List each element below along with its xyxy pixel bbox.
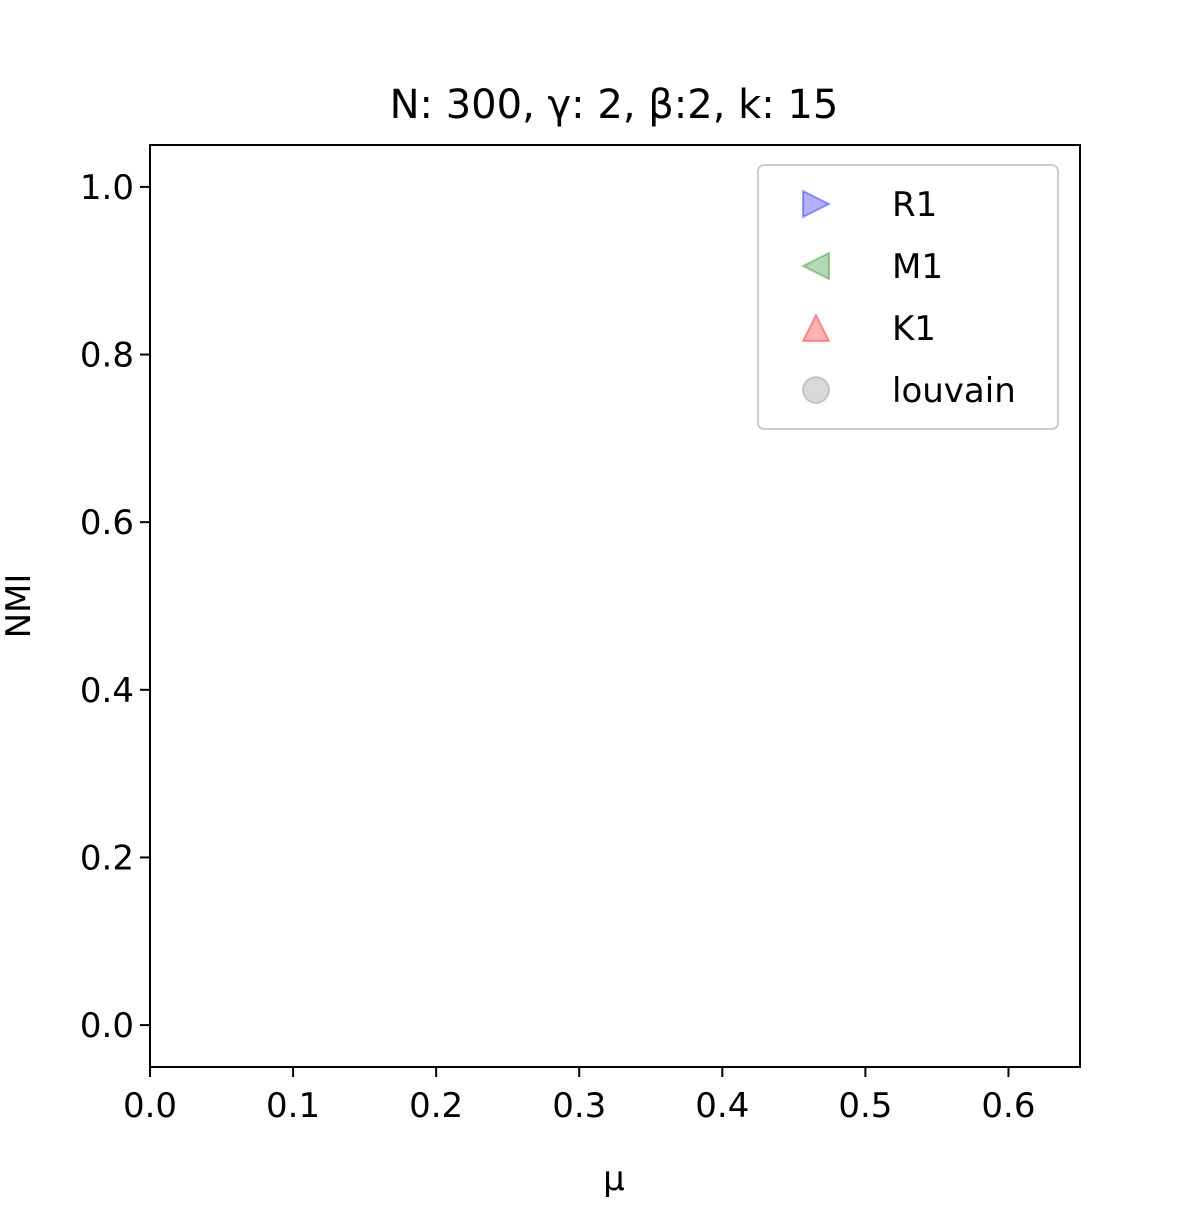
- y-tick-label: 0.8: [80, 336, 134, 376]
- legend-label-M1: M1: [892, 247, 943, 287]
- x-tick-label: 0.2: [409, 1086, 463, 1126]
- axis-ticks: 0.0 0.1 0.2 0.3 0.4 0.5 0.6 0.0 0.2 0.4 0.6 0.8 1.0: [80, 168, 1036, 1126]
- y-tick-label: 0.2: [80, 838, 134, 878]
- legend-marker-K1: [801, 312, 831, 342]
- legend-marker-louvain: [802, 376, 830, 404]
- legend-marker-M1: [800, 251, 830, 281]
- x-tick-label: 0.6: [981, 1086, 1035, 1126]
- x-tick-label: 0.0: [123, 1086, 177, 1126]
- x-axis-label: μ: [603, 1159, 625, 1199]
- chart-title: N: 300, γ: 2, β:2, k: 15: [390, 82, 839, 128]
- y-axis-label: NMI: [0, 574, 39, 639]
- x-tick-label: 0.3: [552, 1086, 606, 1126]
- legend-label-R1: R1: [892, 185, 937, 225]
- x-tick-label: 0.1: [266, 1086, 320, 1126]
- legend-label-louvain: louvain: [892, 371, 1016, 411]
- y-tick-label: 0.0: [80, 1006, 134, 1046]
- y-tick-label: 0.4: [80, 671, 134, 711]
- legend: R1 M1 K1 louvain: [757, 164, 1059, 430]
- legend-marker-R1: [802, 189, 832, 219]
- x-tick-label: 0.5: [838, 1086, 892, 1126]
- x-tick-label: 0.4: [695, 1086, 749, 1126]
- y-tick-label: 0.6: [80, 503, 134, 543]
- legend-label-K1: K1: [892, 309, 936, 349]
- y-tick-label: 1.0: [80, 168, 134, 208]
- legend-box: [757, 164, 1059, 430]
- plot-frame: [149, 144, 1081, 1068]
